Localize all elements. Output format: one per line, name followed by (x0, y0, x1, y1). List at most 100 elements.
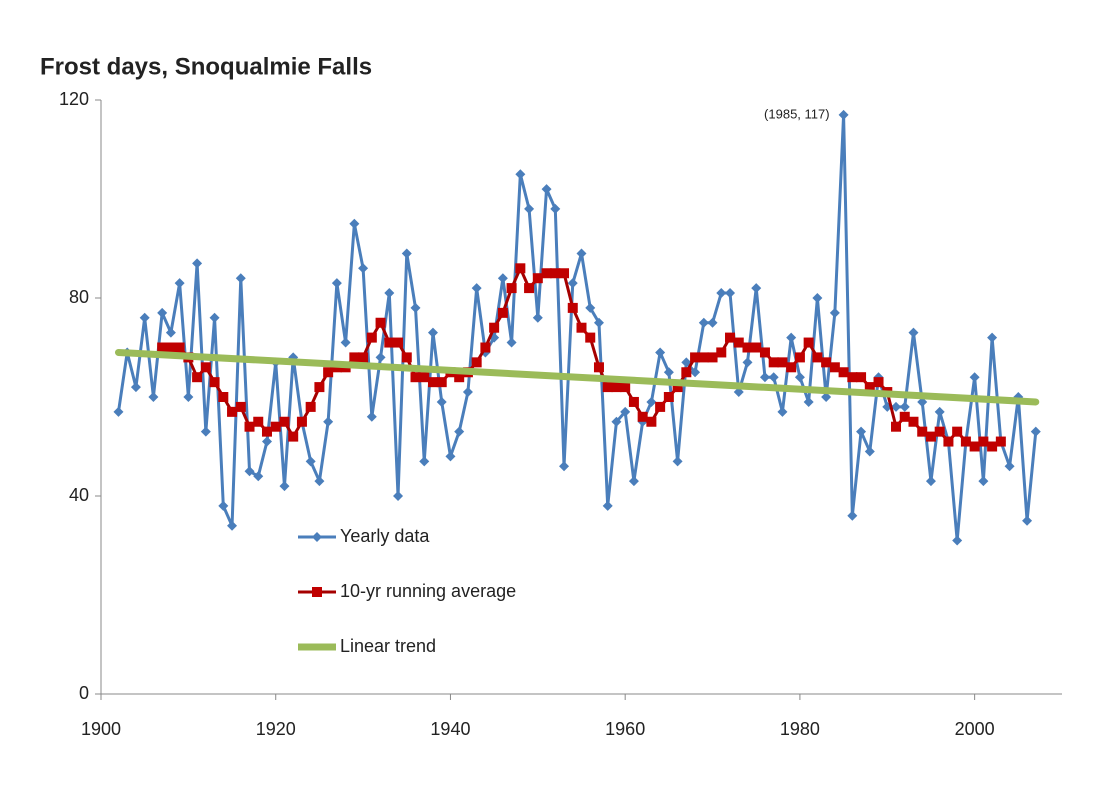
point (524, 203, 535, 214)
point (506, 337, 517, 348)
point (497, 273, 508, 284)
point (829, 307, 840, 318)
point (1030, 426, 1041, 437)
y-tick-label: 120 (59, 89, 89, 109)
x-tick-label: 1920 (256, 719, 296, 739)
point (847, 510, 858, 521)
point (987, 332, 998, 343)
point (681, 367, 692, 378)
point (454, 372, 465, 383)
point (969, 372, 980, 383)
point (751, 342, 762, 353)
point (821, 392, 832, 402)
point (777, 357, 788, 368)
point (200, 426, 211, 437)
point (934, 406, 945, 417)
point (952, 535, 963, 546)
point (611, 382, 622, 393)
point (209, 312, 220, 323)
point (393, 337, 404, 348)
point (235, 273, 246, 284)
x-tick-label: 1900 (81, 719, 121, 739)
legend-marker (312, 587, 322, 597)
point (585, 332, 596, 343)
point (707, 352, 718, 363)
point (995, 436, 1006, 447)
point (218, 500, 229, 511)
point (410, 302, 421, 313)
point (952, 426, 963, 437)
point (157, 342, 168, 353)
point (314, 476, 325, 487)
point (515, 263, 526, 274)
point (209, 377, 220, 388)
point (864, 382, 875, 393)
point (393, 491, 404, 501)
point (908, 416, 919, 427)
point (349, 218, 360, 229)
point (165, 327, 176, 338)
point (786, 332, 797, 343)
point (891, 401, 902, 412)
point (462, 387, 473, 398)
point (515, 169, 526, 180)
point (506, 283, 517, 294)
point (803, 396, 814, 407)
point (864, 446, 875, 457)
point (358, 263, 369, 274)
point (305, 456, 316, 467)
point (794, 372, 805, 383)
point (157, 307, 168, 318)
point (856, 372, 867, 383)
point (366, 332, 377, 343)
point (427, 377, 438, 388)
legend-label: 10-yr running average (340, 581, 516, 601)
point (296, 416, 307, 427)
point (200, 362, 211, 373)
point (567, 302, 578, 313)
point (192, 258, 203, 269)
point (1022, 515, 1033, 526)
legend-label: Yearly data (340, 526, 430, 546)
point (829, 362, 840, 373)
point (532, 312, 543, 323)
point (454, 426, 465, 437)
x-tick-label: 1980 (780, 719, 820, 739)
point (384, 288, 395, 299)
point (314, 382, 325, 393)
y-tick-label: 40 (69, 485, 89, 505)
point (532, 273, 543, 284)
point (663, 367, 674, 378)
x-tick-label: 1960 (605, 719, 645, 739)
point (725, 288, 736, 299)
point (305, 401, 316, 412)
point (288, 431, 299, 442)
point (130, 382, 141, 393)
point (253, 416, 264, 427)
point (655, 401, 666, 412)
point (925, 476, 936, 487)
point (812, 352, 823, 363)
point (847, 372, 858, 383)
point (445, 451, 456, 462)
point (646, 416, 657, 427)
point (777, 406, 788, 417)
point (646, 396, 657, 407)
point (419, 372, 430, 383)
point (401, 352, 412, 363)
point (419, 456, 430, 467)
point (628, 476, 639, 487)
point (759, 347, 770, 358)
point (672, 456, 683, 467)
point (698, 317, 709, 328)
point (908, 327, 919, 338)
point (698, 352, 709, 363)
point (261, 426, 272, 437)
point (628, 396, 639, 407)
point (113, 406, 124, 417)
point (768, 357, 779, 368)
point (480, 342, 491, 353)
point (899, 401, 910, 412)
point (925, 431, 936, 442)
